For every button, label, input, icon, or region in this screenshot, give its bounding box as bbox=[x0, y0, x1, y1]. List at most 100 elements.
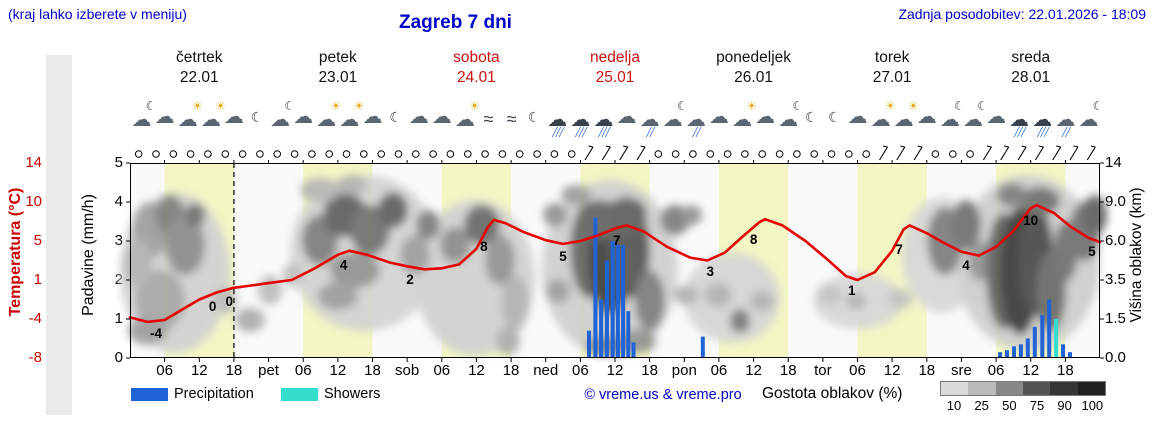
svg-text:2: 2 bbox=[406, 272, 414, 287]
calm-wind-icon bbox=[464, 150, 472, 158]
calm-wind-icon bbox=[689, 150, 697, 158]
calm-wind-icon bbox=[498, 150, 507, 158]
precipitation-axis-title: Padavine (mm/h) bbox=[80, 194, 97, 316]
wind-barb-icon bbox=[913, 145, 923, 161]
day-header-sreda: sreda 28.01 bbox=[961, 48, 1100, 88]
showers-legend-swatch bbox=[281, 388, 318, 401]
moon-icon: ☾ bbox=[828, 109, 841, 125]
wind-barb-icon bbox=[601, 145, 611, 161]
cloud-icon: ☁ bbox=[616, 106, 637, 128]
temp-tick-label: -8 bbox=[28, 349, 42, 366]
calm-wind-icon bbox=[931, 150, 940, 158]
calm-wind-icon bbox=[827, 150, 836, 158]
day-name: sobota bbox=[453, 49, 500, 66]
calm-wind-icon bbox=[741, 150, 749, 158]
calm-wind-icon bbox=[204, 150, 212, 158]
wind-barb-icon bbox=[584, 145, 594, 161]
wind-icon: ≈ bbox=[506, 109, 517, 129]
calm-wind-icon bbox=[533, 150, 541, 158]
svg-text:10: 10 bbox=[1023, 213, 1038, 228]
cloud-tick-label: 9.0 bbox=[1105, 193, 1126, 210]
svg-text:7: 7 bbox=[895, 242, 903, 257]
wind-barb-icon bbox=[1000, 145, 1010, 161]
weather-icons-row: ☾ ☁ ☁ ☀ ☁ ☀ ☁ ☁ ☾ ☾ ☁ ☁ ☀ ☁ ☀ ☁ ☁ ☾ ☁ ☁ ☀ ☁ ≈ ≈ ☾ ☁ ╱╱╱ ☁ ╱╱╱ ☁ ╱╱╱ ☁ ☁ ╱… bbox=[0, 98, 1152, 142]
calm-wind-icon bbox=[429, 150, 437, 158]
density-scale-tick: 50 bbox=[1002, 398, 1017, 413]
time-tick-label: 06 bbox=[294, 362, 312, 379]
wind-barb-icon bbox=[1052, 145, 1062, 161]
calm-wind-icon bbox=[360, 150, 368, 158]
calm-wind-icon bbox=[706, 150, 715, 158]
wind-barb-icon bbox=[636, 145, 646, 161]
calm-wind-icon bbox=[654, 150, 663, 158]
svg-text:1: 1 bbox=[848, 283, 856, 298]
sun-cloud-icon: ☀ ☁ bbox=[200, 99, 226, 131]
temp-tick-label: 10 bbox=[25, 193, 42, 210]
heavy-rain-icon: ☁ ╱╱╱ bbox=[547, 109, 568, 137]
cloud-icon: ☁ bbox=[986, 106, 1007, 128]
day-name: nedelja bbox=[589, 49, 640, 66]
sun-cloud-icon: ☀ ☁ bbox=[870, 99, 896, 131]
rain-icon: ☁ ╱╱ bbox=[639, 109, 660, 137]
wind-icon: ≈ bbox=[483, 109, 494, 129]
precipitation-legend-label: Precipitation bbox=[174, 386, 254, 402]
day-date: 28.01 bbox=[1011, 69, 1051, 86]
day-header-nedelja: nedelja 25.01 bbox=[546, 48, 685, 88]
time-tick-label: 18 bbox=[502, 362, 520, 379]
wind-symbols-row bbox=[134, 145, 1096, 161]
sun-cloud-icon: ☀ ☁ bbox=[454, 99, 480, 131]
density-scale-cell bbox=[1077, 382, 1105, 395]
time-tick-label: 12 bbox=[190, 362, 208, 379]
calm-wind-icon bbox=[412, 150, 420, 158]
chart-plot-area: -4 0 0 4 2 8 5 7 3 8 1 7 4 10 5 bbox=[120, 160, 1107, 362]
density-scale-cell bbox=[995, 382, 1023, 395]
time-tick-label: sob bbox=[395, 362, 420, 379]
time-tick-label: 06 bbox=[849, 362, 866, 379]
time-tick-label: pon bbox=[671, 362, 697, 379]
precip-tick-label: 1 bbox=[114, 310, 123, 327]
time-tick-label: 12 bbox=[883, 362, 901, 379]
wind-barb-icon bbox=[1086, 145, 1096, 161]
wind-barb-icon bbox=[982, 145, 992, 161]
axis-ticks bbox=[126, 160, 1104, 362]
moon-cloud-icon: ☾ ☁ bbox=[1078, 99, 1104, 131]
cloud-icon: ☁ bbox=[847, 106, 868, 128]
time-tick-label: 18 bbox=[641, 362, 658, 379]
time-tick-label: 06 bbox=[433, 362, 451, 379]
time-tick-label: tor bbox=[814, 362, 832, 379]
cloud-tick-label: 1.5 bbox=[1105, 310, 1126, 327]
calm-wind-icon bbox=[377, 150, 385, 158]
moon-icon: ☾ bbox=[389, 109, 402, 125]
calm-wind-icon bbox=[515, 150, 524, 158]
day-name: torek bbox=[874, 49, 910, 66]
moon-cloud-icon: ☾ ☁ bbox=[131, 99, 157, 131]
day-header-četrtek: četrtek 22.01 bbox=[130, 48, 269, 88]
left-gutter-strip bbox=[46, 55, 72, 415]
moon-cloud-icon: ☾ ☁ bbox=[962, 99, 988, 131]
cloud-tick-label: 3.5 bbox=[1105, 271, 1126, 288]
calm-wind-icon bbox=[758, 150, 767, 158]
credit-link[interactable]: © vreme.us & vreme.pro bbox=[584, 387, 742, 403]
moon-cloud-icon: ☾ ☁ bbox=[939, 99, 965, 131]
heavy-rain-icon: ☁ ╱╱╱ bbox=[593, 109, 614, 137]
calm-wind-icon bbox=[723, 150, 732, 158]
density-scale-tick: 10 bbox=[946, 398, 962, 413]
time-tick-label: 12 bbox=[606, 362, 624, 379]
day-header-petek: petek 23.01 bbox=[269, 48, 408, 88]
rain-icon: ☁ ╱╱ bbox=[685, 109, 706, 137]
density-scale-tick: 100 bbox=[1081, 398, 1104, 413]
sun-cloud-icon: ☀ ☁ bbox=[177, 99, 203, 131]
cloud-icon: ☁ bbox=[916, 106, 937, 128]
plot-frame bbox=[130, 163, 1100, 358]
calm-wind-icon bbox=[308, 150, 316, 158]
heavy-rain-icon: ☁ ╱╱╱ bbox=[1009, 109, 1030, 137]
showers-legend-label: Showers bbox=[324, 386, 381, 402]
svg-text:5: 5 bbox=[1088, 244, 1096, 259]
svg-text:5: 5 bbox=[559, 249, 567, 264]
last-update: Zadnja posodobitev: 22.01.2026 - 18:09 bbox=[898, 6, 1146, 22]
day-date: 24.01 bbox=[457, 69, 496, 86]
calm-wind-icon bbox=[134, 150, 143, 158]
calm-wind-icon bbox=[949, 150, 957, 158]
sun-cloud-icon: ☀ ☁ bbox=[732, 99, 758, 131]
day-name: četrtek bbox=[176, 49, 223, 66]
